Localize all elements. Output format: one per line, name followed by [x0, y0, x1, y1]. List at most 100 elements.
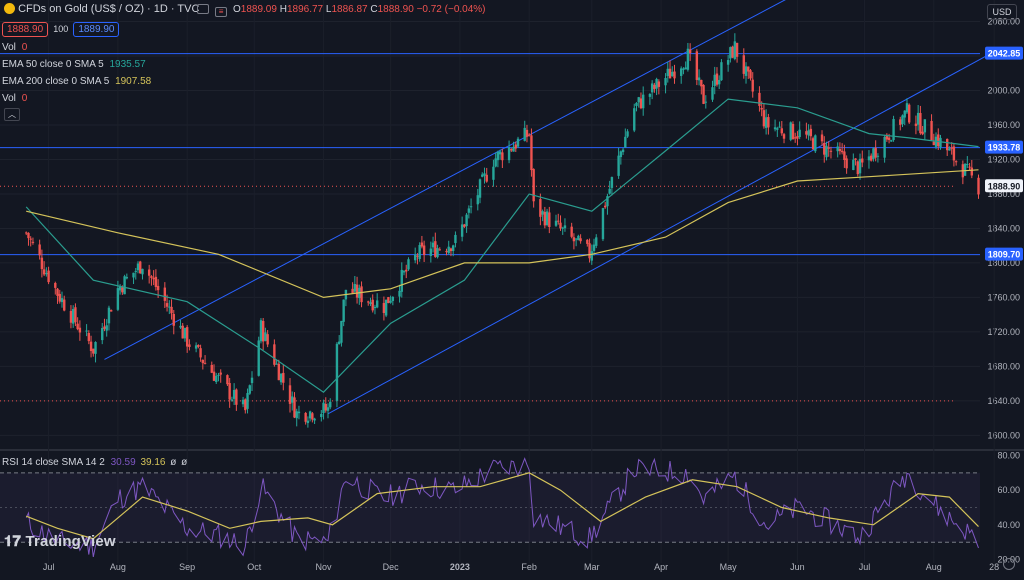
candle-body — [968, 166, 971, 168]
x-tick-label: Apr — [654, 562, 668, 572]
candle-body — [382, 302, 386, 313]
candle-body — [373, 306, 377, 309]
candle-body — [861, 158, 864, 163]
candle-body — [279, 373, 283, 383]
candle-body — [134, 270, 137, 272]
candle-body — [626, 131, 629, 137]
candle-body — [375, 300, 379, 308]
candle-body — [291, 396, 294, 403]
candle-body — [369, 302, 372, 304]
ema50-legend[interactable]: EMA 50 close 0 SMA 5 1935.57 — [2, 59, 146, 70]
y-tick-label: 2080.00 — [987, 17, 1020, 27]
candle-body — [948, 148, 951, 151]
rsi-value: 30.59 — [110, 457, 136, 468]
candle-body — [194, 345, 198, 349]
candle-body — [460, 224, 464, 237]
candle-body — [353, 284, 357, 292]
candle-body — [56, 288, 59, 296]
candle-body — [42, 269, 46, 275]
x-tick-label: Jun — [790, 562, 805, 572]
x-tick-label: Mar — [584, 562, 600, 572]
candle-body — [838, 148, 842, 152]
candle-body — [570, 226, 573, 237]
candle-body — [87, 332, 91, 342]
vol-label: Vol — [2, 42, 16, 53]
tradingview-logo-icon: 𝟏𝟕 — [4, 533, 22, 550]
candle-body — [510, 149, 513, 151]
candle-body — [577, 235, 580, 241]
candle-body — [512, 146, 515, 152]
candle-body — [952, 146, 956, 161]
candle-body — [429, 248, 433, 257]
candle-body — [235, 389, 238, 405]
candle-body — [977, 177, 980, 195]
candle-body — [483, 173, 486, 176]
candle-body — [963, 163, 967, 176]
candle-body — [648, 94, 652, 97]
candle-body — [653, 84, 656, 90]
collapse-legend-button[interactable]: ︿ — [4, 108, 20, 121]
candle-body — [170, 306, 173, 314]
candle-body — [590, 251, 593, 261]
candle-body — [58, 293, 61, 302]
candle-body — [501, 152, 504, 161]
ohlc-values: O1889.09 H1896.77 L1886.87 C1888.90 −0.7… — [233, 4, 486, 15]
candle-body — [445, 251, 448, 253]
vol-legend[interactable]: Vol 0 — [2, 42, 27, 53]
lock-icon[interactable] — [197, 4, 209, 14]
candle-body — [413, 254, 417, 261]
high-label: H — [279, 4, 287, 15]
candle-body — [796, 136, 799, 139]
candle-body — [248, 385, 251, 394]
candle-body — [854, 158, 857, 160]
candle-body — [639, 98, 643, 109]
ema200-legend[interactable]: EMA 200 close 0 SMA 5 1907.58 — [2, 76, 151, 87]
candle-body — [720, 62, 723, 81]
trendline — [327, 51, 995, 415]
close-label: C — [370, 4, 378, 15]
candle-body — [168, 306, 171, 308]
candle-body — [324, 403, 327, 411]
candle-body — [154, 276, 158, 287]
rsi-ma-value: 39.16 — [140, 457, 166, 468]
candle-body — [733, 41, 737, 59]
y-tick-label: 1880.00 — [987, 189, 1020, 199]
rsi-legend[interactable]: RSI 14 close SMA 14 2 30.59 39.16 ø ø — [2, 457, 187, 468]
sell-button[interactable]: 1888.90 — [2, 22, 49, 37]
candle-body — [141, 268, 144, 275]
rsi-y-tick-label: 80.00 — [997, 450, 1020, 460]
candle-body — [355, 284, 359, 298]
symbol-title: CFDs on Gold (US$ / OZ) · 1D · TVC — [18, 3, 200, 15]
candle-body — [29, 238, 32, 240]
candle-body — [132, 272, 135, 278]
settings-gear-icon[interactable] — [1003, 558, 1015, 570]
candle-body — [749, 70, 752, 79]
candle-body — [277, 363, 281, 381]
currency-button[interactable]: USD — [987, 4, 1017, 20]
buy-button[interactable]: 1889.90 — [73, 22, 120, 37]
candle-body — [297, 411, 301, 414]
candle-body — [402, 271, 406, 273]
candle-body — [259, 320, 263, 342]
candle-body — [914, 123, 918, 126]
candle-body — [764, 117, 768, 128]
vol2-value: 0 — [21, 93, 28, 104]
chevron-up-icon[interactable]: ︿ — [4, 108, 20, 121]
tradingview-logo: 𝟏𝟕 TradingView — [4, 533, 116, 550]
price-label-text: 2042.85 — [988, 49, 1021, 59]
candle-body — [621, 149, 625, 153]
rsi-extra1: ø — [170, 457, 177, 468]
logo-text: TradingView — [25, 533, 116, 550]
x-tick-label: Dec — [383, 562, 400, 572]
candle-body — [870, 155, 873, 161]
open-value: 1889.09 — [240, 4, 277, 15]
candle-body — [820, 134, 824, 142]
vol2-legend[interactable]: Vol 0 — [2, 93, 27, 104]
menu-icon[interactable]: ≡ — [215, 7, 228, 17]
candle-body — [326, 407, 330, 411]
candle-body — [449, 248, 453, 252]
y-tick-label: 1800.00 — [987, 258, 1020, 268]
